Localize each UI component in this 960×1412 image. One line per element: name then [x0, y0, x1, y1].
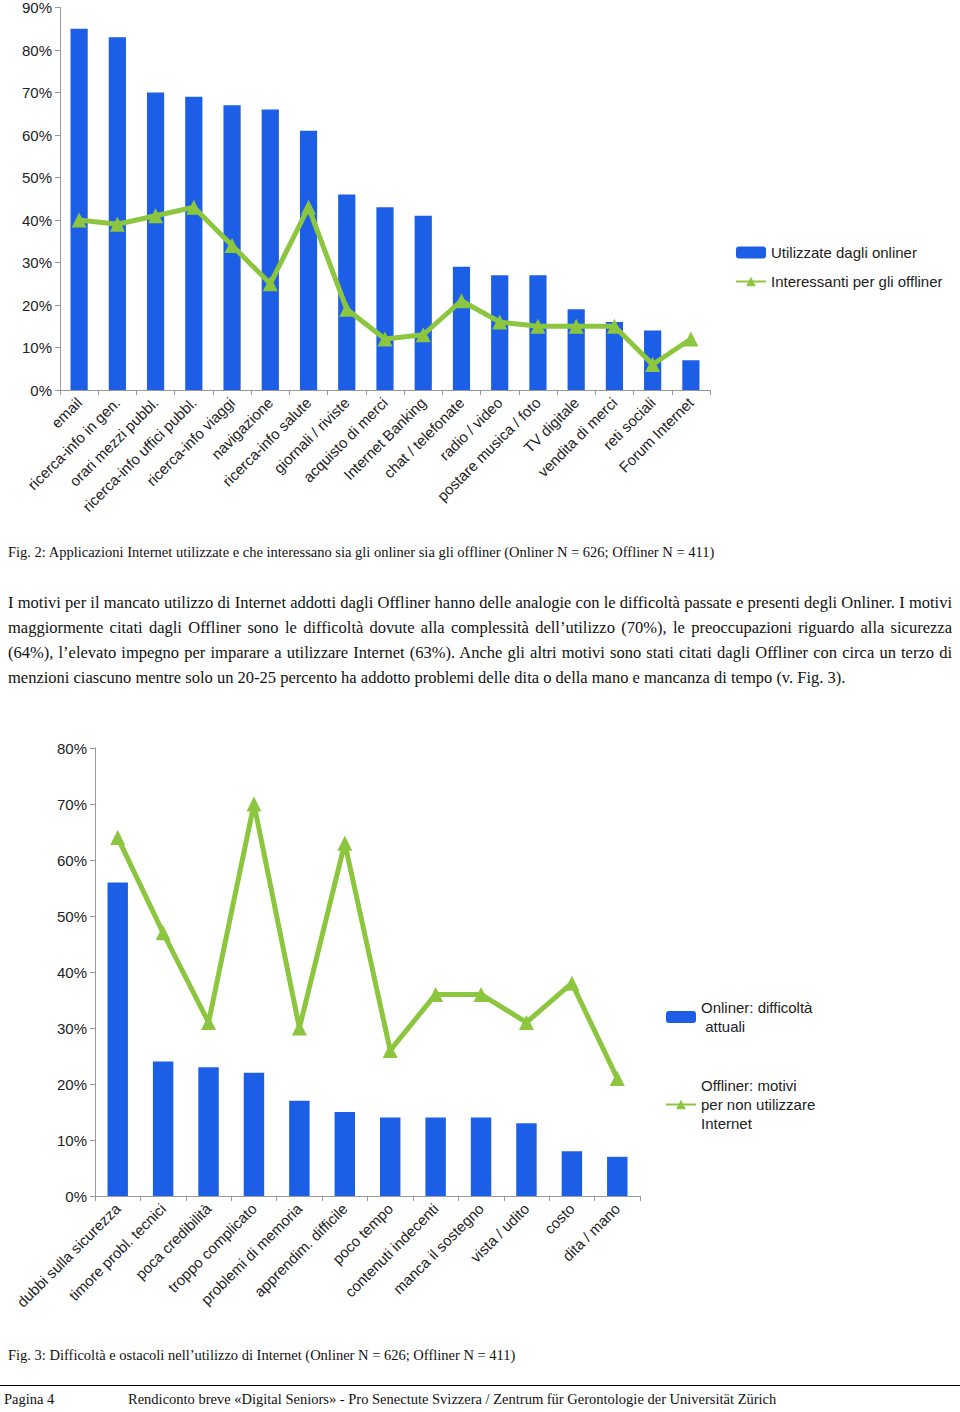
svg-text:50%: 50% [57, 908, 87, 925]
html-text:Fig. 3: Difficoltà e ostacoli: Fig. 3: Difficoltà e ostacoli nell’utili… [8, 1347, 516, 1363]
svg-text:0%: 0% [30, 382, 52, 399]
svg-text:ricerca-info uffici pubbl.: ricerca-info uffici pubbl. [79, 394, 200, 515]
svg-text:Utilizzate dagli onliner: Utilizzate dagli onliner [771, 244, 917, 261]
svg-text:40%: 40% [57, 964, 87, 981]
html-text:Rendiconto breve «Digital Seni: Rendiconto breve «Digital Seniors» - Pro… [128, 1391, 777, 1407]
svg-text:chat / telefonate: chat / telefonate [380, 394, 468, 482]
svg-text:TV digitale: TV digitale [520, 394, 583, 457]
svg-text:postare musica / foto: postare musica / foto [433, 394, 544, 505]
svg-text:costo: costo [541, 1200, 578, 1237]
svg-text:manca il sostegno: manca il sostegno [389, 1200, 488, 1298]
svg-text:ricerca-info viaggi: ricerca-info viaggi [143, 394, 239, 490]
svg-text:acquisto di merci: acquisto di merci [299, 394, 391, 486]
svg-text:60%: 60% [57, 852, 87, 869]
svg-text:timore probl. tecnici: timore probl. tecnici [65, 1200, 170, 1304]
svg-text:Interessanti per gli offliner: Interessanti per gli offliner [771, 273, 942, 290]
svg-text:vista / udito: vista / udito [467, 1200, 533, 1266]
svg-text:Internet Banking: Internet Banking [340, 394, 430, 484]
svg-text:dita / mano: dita / mano [559, 1200, 623, 1264]
svg-text:giornali / riviste: giornali / riviste [270, 394, 353, 477]
svg-text:ricerca-info in gen.: ricerca-info in gen. [24, 394, 124, 494]
svg-text:orari mezzi pubbl.: orari mezzi pubbl. [66, 394, 162, 490]
svg-text:0%: 0% [65, 1188, 87, 1205]
svg-text:navigazione: navigazione [207, 394, 277, 463]
svg-text:radio / video: radio / video [436, 394, 506, 464]
svg-text:50%: 50% [22, 169, 52, 186]
svg-text:Forum Internet: Forum Internet [615, 393, 697, 475]
svg-text:10%: 10% [22, 339, 52, 356]
svg-text:problemi di memoria: problemi di memoria [197, 1200, 306, 1308]
svg-text:80%: 80% [57, 740, 87, 757]
html-text:Pagina 4: Pagina 4 [4, 1391, 55, 1407]
svg-text:20%: 20% [57, 1076, 87, 1093]
svg-text:ricerca-info salute: ricerca-info salute [218, 394, 315, 490]
svg-text:email: email [47, 394, 86, 432]
svg-text:60%: 60% [22, 127, 52, 144]
svg-text:contenuti indecenti: contenuti indecenti [341, 1200, 442, 1301]
svg-text:apprendim. difficile: apprendim. difficile [250, 1200, 351, 1301]
svg-text:poco tempo: poco tempo [328, 1200, 397, 1268]
svg-text:30%: 30% [57, 1020, 87, 1037]
svg-text:poca credibilità: poca credibilità [132, 1200, 215, 1283]
svg-text:40%: 40% [22, 212, 52, 229]
html-text:Fig. 2: Applicazioni Internet: Fig. 2: Applicazioni Internet utilizzate… [8, 544, 715, 560]
svg-text:per non utilizzare: per non utilizzare [701, 1096, 819, 1113]
svg-text:10%: 10% [57, 1132, 87, 1149]
svg-text:vendita di merci: vendita di merci [534, 394, 621, 481]
svg-text:30%: 30% [22, 254, 52, 271]
svg-text:dubbi sulla sicurezza: dubbi sulla sicurezza [13, 1200, 124, 1311]
svg-text:Onliner: difficoltà: Onliner: difficoltà [701, 999, 813, 1016]
svg-text:Offliner: motivi: Offliner: motivi [701, 1077, 801, 1094]
svg-text:70%: 70% [57, 796, 87, 813]
svg-text:80%: 80% [22, 42, 52, 59]
svg-text:20%: 20% [22, 297, 52, 314]
svg-text:attuali: attuali [701, 1018, 745, 1035]
svg-text:Internet: Internet [701, 1115, 753, 1132]
html-text:I motivi per il mancato utiliz: I motivi per il mancato utilizzo di Inte… [8, 593, 952, 687]
svg-text:troppo complicato: troppo complicato [164, 1200, 260, 1296]
svg-text:reti sociali: reti sociali [599, 394, 659, 454]
svg-text:70%: 70% [22, 84, 52, 101]
svg-text:90%: 90% [22, 0, 52, 16]
